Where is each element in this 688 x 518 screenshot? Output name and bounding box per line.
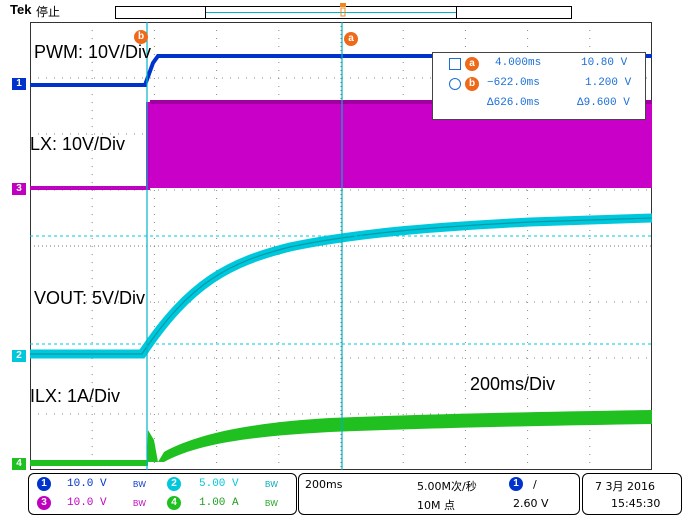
cursor-b-circle-icon [449,78,461,90]
graticule-border [30,22,652,470]
brand-logo: Tek [10,2,32,17]
ch4-badge[interactable]: 4 [167,496,181,510]
pwm-annotation: PWM: 10V/Div [34,42,152,62]
channel-settings-panel[interactable]: 1 10.0 V BW 2 5.00 V BW 3 10.0 V BW 4 1.… [28,473,297,515]
time-display: 15:45:30 [611,497,661,510]
ch3-ground-marker[interactable]: 3 [12,183,26,195]
trigger-level: 2.60 V [513,497,549,510]
cursor-a-voltage: 10.80 V [581,57,628,69]
cursor-readout-panel: a 4.000ms 10.80 V b −622.0ms 1.200 V Δ62… [432,52,646,120]
ch4-scale: 1.00 A [199,497,239,509]
cursor-a-badge[interactable]: a [344,32,358,46]
date-display: 7 3月 2016 [595,480,655,493]
ch3-badge[interactable]: 3 [37,496,51,510]
cursor-b-voltage: 1.200 V [585,77,632,89]
ch2-scale: 5.00 V [199,478,239,490]
ch2-bw-icon: BW [265,480,278,489]
ch1-waveform [30,54,652,87]
timebase-annotation: 200ms/Div [470,374,556,394]
acquisition-state: 停止 [36,5,61,19]
cursor-a-square-icon [449,58,461,70]
ch2-waveform [30,213,652,359]
trigger-position-icon [340,3,346,17]
ch3-scale: 10.0 V [67,497,107,509]
delta-time: Δ626.0ms [487,97,540,109]
ch1-bw-icon: BW [133,480,146,489]
horizontal-settings-panel[interactable]: 200ms 5.00M次/秒 10M 点 1 / 2.60 V [298,473,580,515]
ch1-ground-marker[interactable]: 1 [12,78,26,90]
ch2-ground-marker[interactable]: 2 [12,350,26,362]
cursor-a-readout-badge: a [465,57,479,71]
top-status-bar: Tek 停止 [0,0,688,22]
ch4-waveform [30,410,652,466]
ch2-badge[interactable]: 2 [167,477,181,491]
trigger-slope-icon: / [533,478,537,491]
cursor-b-readout-badge: b [465,77,479,91]
delta-voltage: Δ9.600 V [577,97,630,109]
time-per-div: 200ms [305,478,343,491]
ch3-bw-icon: BW [133,499,146,508]
cursor-a-time: 4.000ms [495,57,542,69]
sample-rate: 5.00M次/秒 [417,480,477,493]
ilx-annotation: ILX: 1A/Div [30,386,121,406]
date-time-panel: 7 3月 2016 15:45:30 [582,473,682,515]
record-view-window[interactable] [205,6,457,19]
waveform-display[interactable] [30,22,652,470]
vout-annotation: VOUT: 5V/Div [34,288,146,308]
cursor-b-badge[interactable]: b [134,30,148,44]
ch1-scale: 10.0 V [67,478,107,490]
cursor-b-time: −622.0ms [487,77,540,89]
lx-annotation: LX: 10V/Div [30,134,126,154]
ch4-bw-icon: BW [265,499,278,508]
ch1-badge[interactable]: 1 [37,477,51,491]
ch4-ground-marker[interactable]: 4 [12,458,26,470]
record-length: 10M 点 [417,499,455,512]
trigger-source-badge[interactable]: 1 [509,477,523,491]
